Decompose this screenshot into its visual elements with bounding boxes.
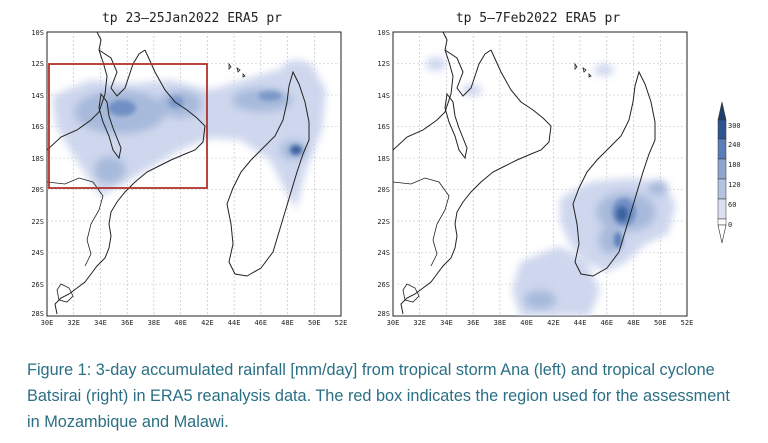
lon-label: 52E	[335, 319, 348, 327]
lon-label: 30E	[387, 319, 400, 327]
lon-label: 42E	[547, 319, 560, 327]
lat-label: 24S	[377, 249, 390, 257]
figure-caption: Figure 1: 3-day accumulated rainfall [mm…	[27, 361, 730, 431]
lat-label: 10S	[31, 29, 44, 37]
lon-label: 38E	[148, 319, 161, 327]
lat-label: 16S	[377, 123, 390, 131]
lat-label: 28S	[31, 310, 44, 318]
colorbar: 300 240 180 120 60 0	[717, 101, 741, 244]
lon-label: 34E	[440, 319, 453, 327]
map-title-left: tp 23–25Jan2022 ERA5 pr	[102, 11, 282, 26]
rainfall-figure: tp 23–25Jan2022 ERA5 pr	[31, 11, 741, 327]
map-title-right: tp 5–7Feb2022 ERA5 pr	[456, 11, 621, 26]
lon-label: 36E	[467, 319, 480, 327]
lon-axis-right: 30E 32E 34E 36E 38E 40E 42E 44E 46E 48E …	[387, 319, 694, 327]
rainfall-field-right	[426, 57, 676, 316]
lat-axis-left: 10S 12S 14S 16S 18S 20S 22S 24S 26S 28S	[31, 29, 44, 318]
colorbar-tick: 0	[728, 221, 732, 229]
lat-label: 22S	[31, 218, 44, 226]
lat-label: 22S	[377, 218, 390, 226]
colorbar-tick: 120	[728, 181, 741, 189]
lat-label: 28S	[377, 310, 390, 318]
lon-label: 42E	[201, 319, 214, 327]
lon-label: 46E	[600, 319, 613, 327]
lat-label: 26S	[31, 281, 44, 289]
lon-label: 52E	[681, 319, 694, 327]
lon-label: 44E	[228, 319, 241, 327]
grid-right	[393, 32, 687, 316]
lon-label: 48E	[281, 319, 294, 327]
lon-label: 36E	[121, 319, 134, 327]
lon-label: 50E	[654, 319, 667, 327]
colorbar-tick: 240	[728, 141, 741, 149]
lat-label: 20S	[31, 186, 44, 194]
lon-label: 44E	[574, 319, 587, 327]
lon-label: 32E	[67, 319, 80, 327]
lat-label: 14S	[377, 92, 390, 100]
grid-left	[47, 32, 341, 316]
lon-label: 38E	[494, 319, 507, 327]
colorbar-ticks: 300 240 180 120 60 0	[728, 122, 741, 229]
lon-label: 32E	[413, 319, 426, 327]
lat-label: 14S	[31, 92, 44, 100]
map-panel-right: tp 5–7Feb2022 ERA5 pr	[377, 11, 693, 327]
lon-label: 40E	[174, 319, 187, 327]
lon-label: 46E	[254, 319, 267, 327]
rainfall-field-left	[52, 60, 326, 210]
region-box	[48, 63, 208, 189]
lat-label: 12S	[31, 60, 44, 68]
lat-axis-right: 10S 12S 14S 16S 18S 20S 22S 24S 26S 28S	[377, 29, 390, 318]
lat-label: 18S	[31, 155, 44, 163]
lat-label: 18S	[377, 155, 390, 163]
lat-label: 24S	[31, 249, 44, 257]
lat-label: 26S	[377, 281, 390, 289]
lon-label: 30E	[41, 319, 54, 327]
lon-axis-left: 30E 32E 34E 36E 38E 40E 42E 44E 46E 48E …	[41, 319, 348, 327]
colorbar-tick: 60	[728, 201, 736, 209]
lon-label: 50E	[308, 319, 321, 327]
lon-label: 40E	[520, 319, 533, 327]
lat-label: 16S	[31, 123, 44, 131]
map-panel-left: tp 23–25Jan2022 ERA5 pr	[31, 11, 347, 327]
lat-label: 20S	[377, 186, 390, 194]
lon-label: 34E	[94, 319, 107, 327]
colorbar-tick: 300	[728, 122, 741, 130]
lat-label: 10S	[377, 29, 390, 37]
colorbar-tick: 180	[728, 161, 741, 169]
lat-label: 12S	[377, 60, 390, 68]
lon-label: 48E	[627, 319, 640, 327]
